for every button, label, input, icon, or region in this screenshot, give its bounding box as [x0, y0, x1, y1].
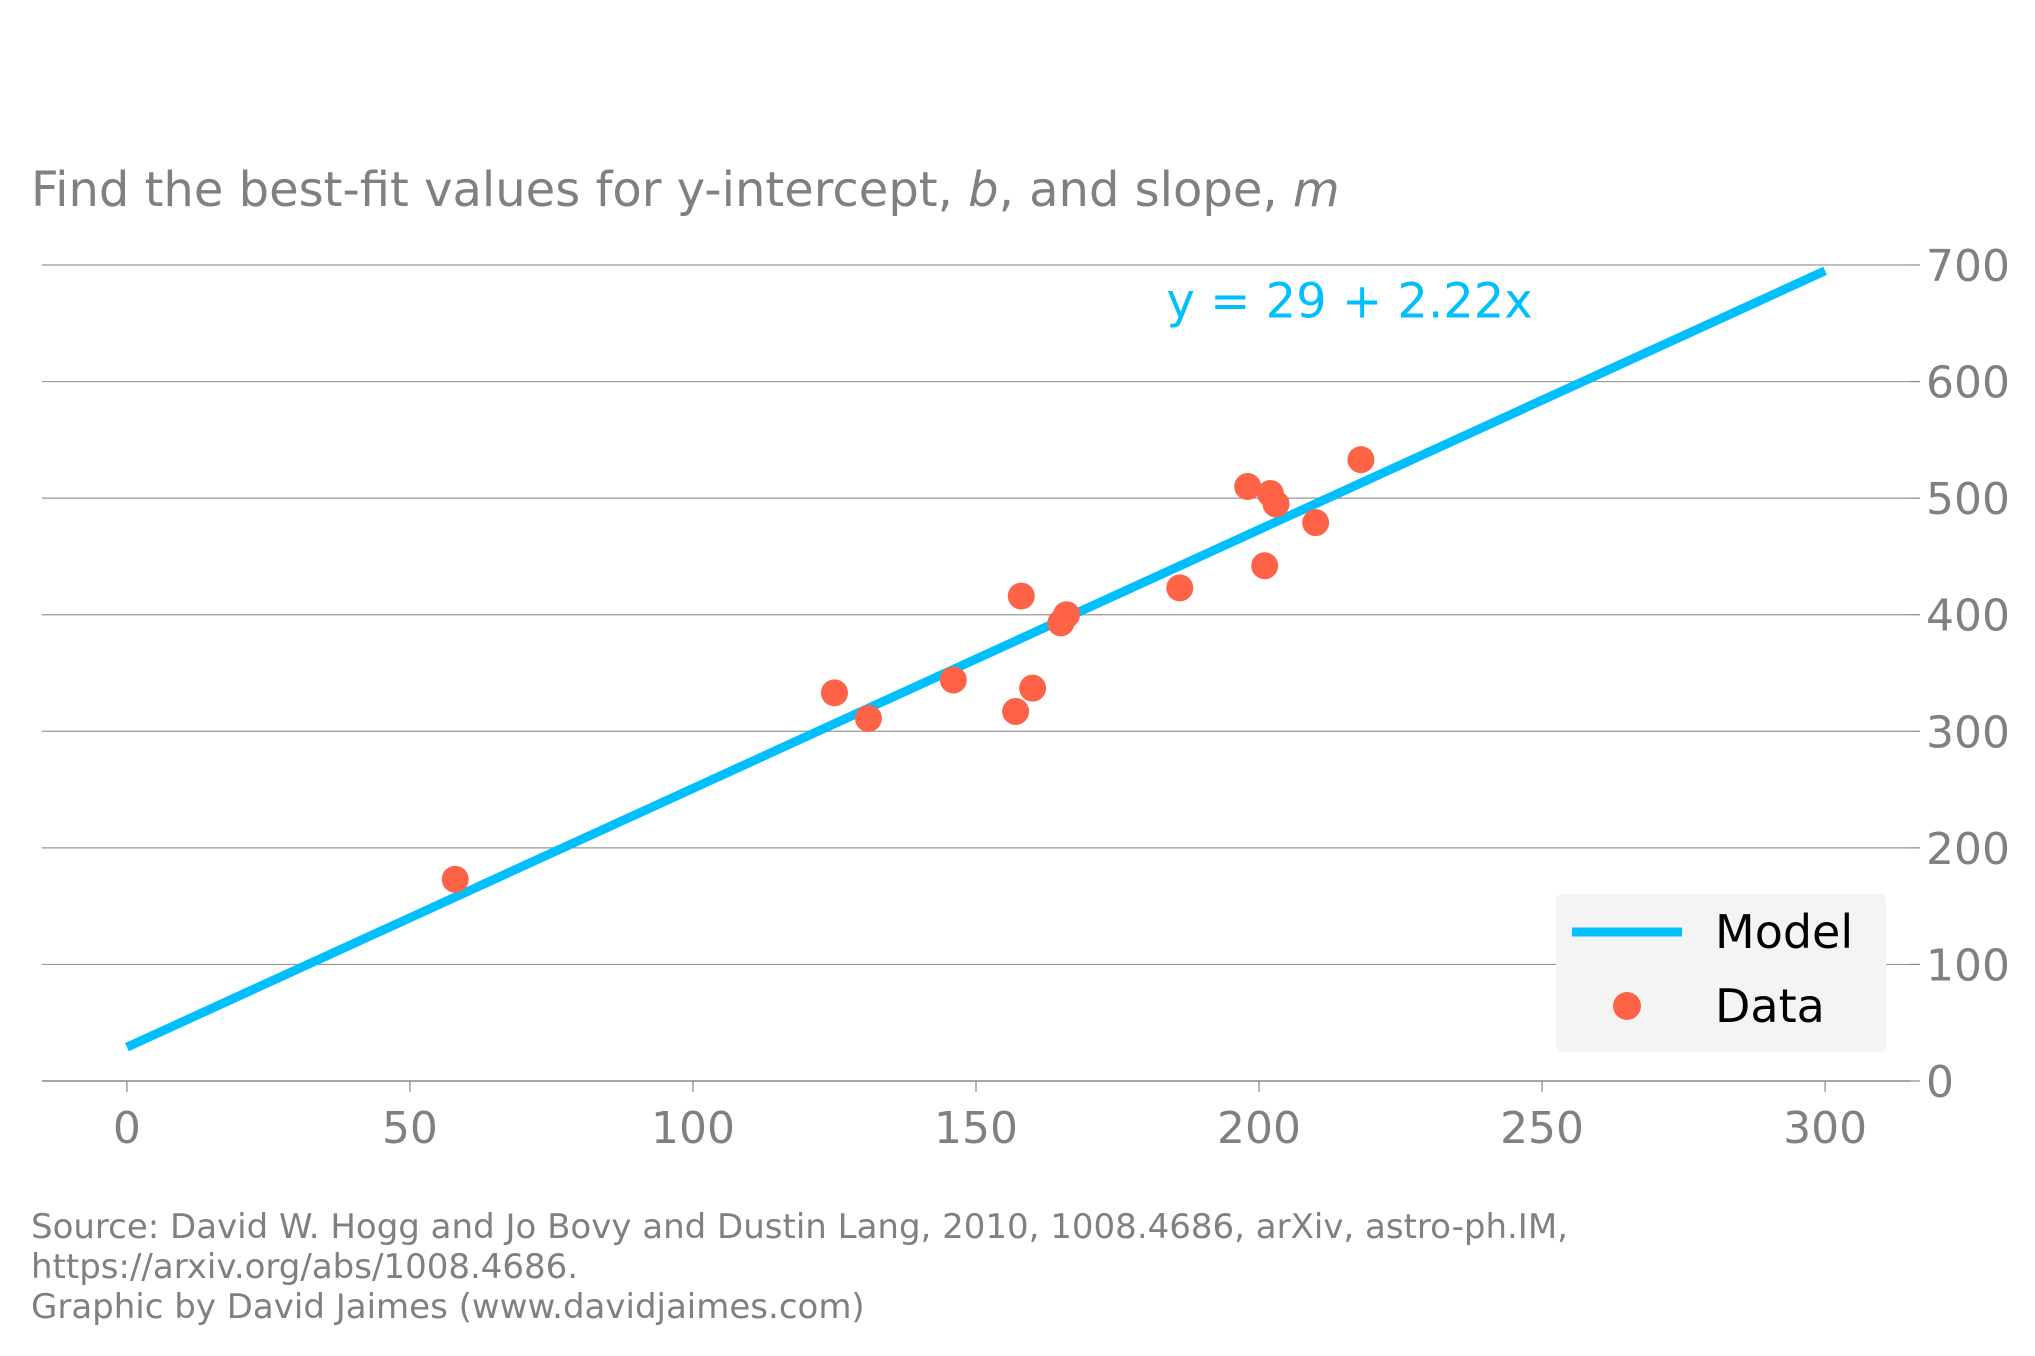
chart-title: Find the best-fit values for y-intercept… — [31, 166, 1340, 214]
y-tick-label-300: 300 — [1926, 707, 2010, 758]
legend: Model Data — [1556, 894, 1886, 1052]
source-note: Source: David W. Hogg and Jo Bovy and Du… — [31, 1207, 1568, 1327]
source-line-1: Source: David W. Hogg and Jo Bovy and Du… — [31, 1207, 1568, 1247]
model-layer — [125, 266, 1827, 1052]
x-tick-label-50: 50 — [382, 1103, 438, 1154]
title-text-1: Find the best-fit values for y-intercept… — [31, 162, 969, 218]
legend-data-swatch — [1613, 992, 1641, 1020]
data-point-8 — [1053, 601, 1081, 629]
title-b-symbol: b — [968, 162, 999, 218]
x-tick-label-0: 0 — [113, 1103, 141, 1154]
y-tick-label-200: 200 — [1926, 824, 2010, 875]
x-tick-label-300: 300 — [1783, 1103, 1867, 1154]
model-line — [125, 266, 1827, 1052]
legend-data-label: Data — [1715, 979, 1825, 1033]
data-point-2 — [854, 704, 882, 732]
data-points — [441, 446, 1375, 893]
y-tick-label-500: 500 — [1926, 474, 2010, 525]
source-line-2: https://arxiv.org/abs/1008.4686. — [31, 1247, 579, 1287]
x-tick-label-150: 150 — [934, 1103, 1018, 1154]
x-tick-label-200: 200 — [1217, 1103, 1301, 1154]
y-tick-label-0: 0 — [1926, 1057, 1954, 1108]
source-line-3: Graphic by David Jaimes (www.davidjaimes… — [31, 1287, 865, 1327]
data-point-9 — [1166, 574, 1194, 602]
y-tick-label-400: 400 — [1926, 591, 2010, 642]
data-point-11 — [1251, 552, 1279, 580]
axes: 0 100 200 300 400 500 600 700 0 50 100 150 200 250 300 — [113, 241, 2010, 1154]
y-tick-label-100: 100 — [1926, 940, 2010, 991]
x-tick-label-100: 100 — [651, 1103, 735, 1154]
title-text-2: , and slope, — [998, 162, 1293, 218]
title-m-symbol: m — [1292, 162, 1340, 218]
legend-model-label: Model — [1715, 905, 1853, 959]
y-tick-label-700: 700 — [1926, 241, 2010, 292]
data-point-14 — [1302, 509, 1330, 537]
data-point-4 — [1002, 697, 1030, 725]
data-point-0 — [441, 865, 469, 893]
annotation-layer: y = 29 + 2.22x — [1166, 273, 1532, 329]
y-tick-label-600: 600 — [1926, 358, 2010, 409]
data-point-5 — [1007, 582, 1035, 610]
x-tick-label-250: 250 — [1500, 1103, 1584, 1154]
data-point-6 — [1019, 674, 1047, 702]
equation-annotation: y = 29 + 2.22x — [1166, 273, 1532, 329]
data-point-1 — [820, 679, 848, 707]
data-point-10 — [1234, 472, 1262, 500]
data-point-3 — [939, 666, 967, 694]
data-point-13 — [1262, 490, 1290, 518]
data-point-15 — [1347, 446, 1375, 474]
